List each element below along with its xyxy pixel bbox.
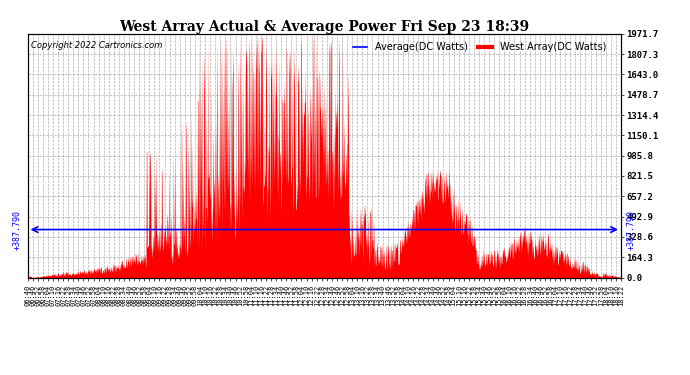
Text: +387.790: +387.790 [627, 210, 636, 249]
Legend: Average(DC Watts), West Array(DC Watts): Average(DC Watts), West Array(DC Watts) [348, 39, 610, 56]
Text: +387.790: +387.790 [12, 210, 21, 249]
Title: West Array Actual & Average Power Fri Sep 23 18:39: West Array Actual & Average Power Fri Se… [119, 20, 529, 34]
Text: Copyright 2022 Cartronics.com: Copyright 2022 Cartronics.com [30, 41, 162, 50]
